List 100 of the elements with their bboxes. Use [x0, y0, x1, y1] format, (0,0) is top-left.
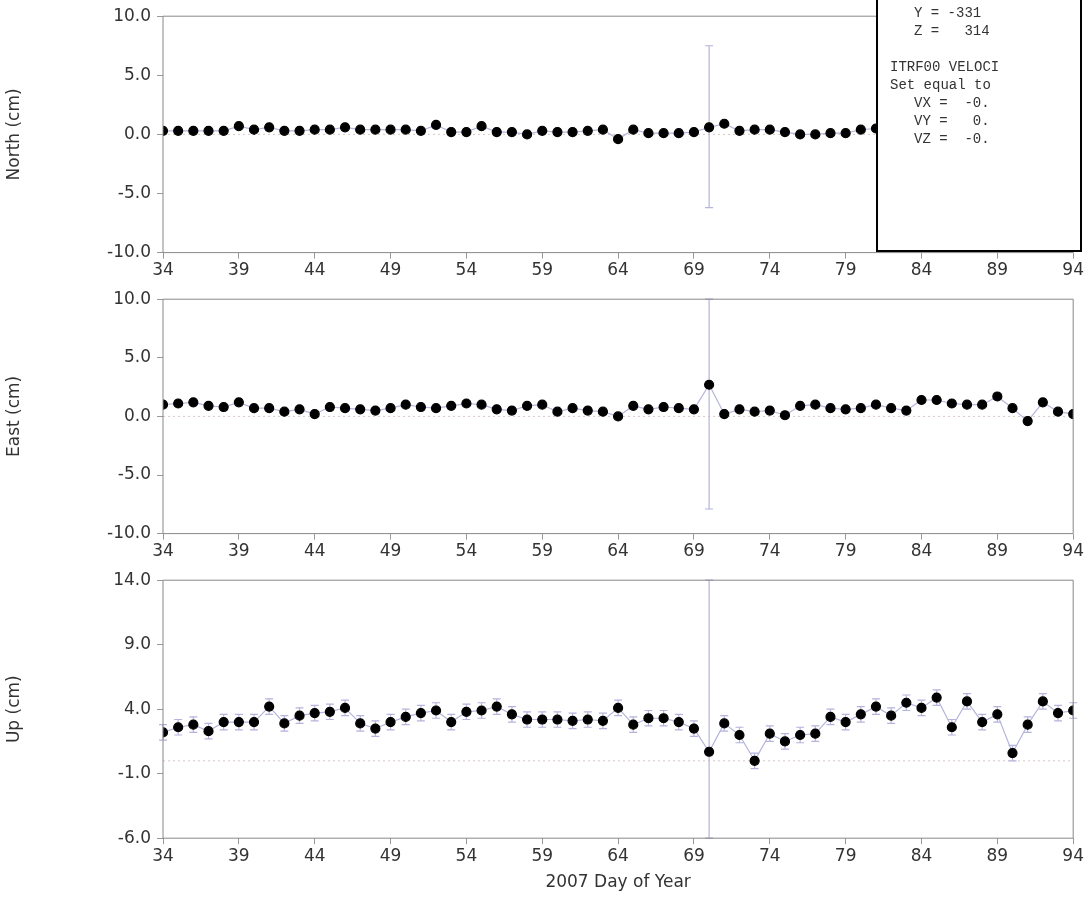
x-tick-label: 64 — [607, 259, 629, 280]
point — [355, 124, 366, 135]
y-tick-label: -10.0 — [107, 241, 151, 262]
point — [476, 121, 487, 132]
x-tick-label: 84 — [910, 844, 933, 865]
y-tick-label: 0.0 — [123, 122, 151, 143]
point — [855, 124, 866, 135]
x-tick-label: 39 — [228, 259, 250, 280]
point — [779, 126, 791, 138]
point — [552, 126, 563, 138]
x-tick-label: 94 — [1062, 540, 1084, 561]
annotation: Set equal to — [890, 76, 992, 94]
y-tick-label: 14.0 — [113, 568, 151, 589]
point — [719, 118, 730, 129]
x-tick-label: 44 — [303, 540, 326, 561]
x-tick-label: 44 — [303, 259, 326, 280]
y-axis-title: North (cm) — [2, 88, 23, 181]
x-tick-label: 34 — [152, 259, 174, 280]
y-tick-label: -1.0 — [117, 762, 151, 783]
x-tick-label: 74 — [758, 259, 781, 280]
point — [248, 124, 260, 135]
point — [704, 122, 715, 133]
x-tick-label: 54 — [455, 844, 478, 865]
point — [825, 128, 836, 139]
point — [506, 126, 517, 138]
point — [628, 124, 639, 135]
point — [218, 125, 229, 136]
annotation: Z = 314 — [913, 22, 991, 40]
x-tick-label: 34 — [152, 540, 174, 561]
point — [430, 119, 442, 131]
x-tick-label: 49 — [379, 540, 402, 561]
y-tick-label: 5.0 — [123, 63, 151, 84]
x-tick-label: 54 — [455, 540, 478, 561]
x-tick-label: 94 — [1062, 259, 1084, 280]
x-tick-label: 79 — [834, 259, 857, 280]
point — [324, 124, 335, 135]
point — [446, 126, 457, 138]
point — [385, 124, 396, 135]
y-tick-label: 5.0 — [123, 346, 151, 367]
point — [203, 125, 214, 136]
annotation: VZ = -0. — [913, 130, 991, 148]
y-tick-label: -6.0 — [117, 826, 151, 847]
y-axis-title: East (cm) — [2, 375, 23, 458]
x-tick-label: 69 — [683, 540, 705, 561]
x-tick-label: 94 — [1062, 844, 1084, 865]
x-tick-label: 74 — [758, 844, 781, 865]
annotation: ITRF00 VELOCI — [890, 58, 1001, 76]
y-tick-label: 10.0 — [113, 287, 151, 308]
point — [840, 128, 851, 139]
x-tick-label: 64 — [607, 844, 629, 865]
x-tick-label: 89 — [986, 259, 1009, 280]
point — [370, 124, 381, 135]
x-tick-label: 89 — [986, 844, 1009, 865]
point — [673, 128, 684, 139]
point — [491, 126, 502, 138]
x-tick-label: 49 — [379, 844, 402, 865]
point — [658, 128, 669, 139]
point — [612, 134, 624, 145]
point — [188, 125, 199, 136]
point — [173, 125, 184, 136]
x-tick-label: 44 — [303, 844, 326, 865]
x-tick-label: 84 — [910, 540, 933, 561]
point — [597, 124, 609, 135]
point — [688, 126, 700, 138]
x-tick-label: 39 — [228, 844, 250, 865]
annotation: Y = -331 — [913, 4, 983, 22]
y-tick-label: 10.0 — [113, 4, 151, 25]
point — [294, 125, 305, 136]
point — [582, 125, 593, 136]
x-tick-label: 39 — [228, 540, 250, 561]
point — [521, 129, 533, 140]
x-tick-label: 64 — [607, 540, 629, 561]
x-tick-label: 69 — [683, 259, 705, 280]
point — [810, 129, 821, 140]
annotation: VY = 0. — [913, 112, 991, 130]
point — [537, 125, 548, 136]
point — [643, 128, 654, 139]
y-tick-label: -5.0 — [117, 181, 151, 202]
x-axis-title: 2007 Day of Year — [545, 871, 691, 892]
x-tick-label: 59 — [531, 844, 554, 865]
x-tick-label: 84 — [910, 259, 933, 280]
y-tick-label: 0.0 — [123, 404, 151, 425]
x-tick-label: 59 — [531, 259, 554, 280]
x-tick-label: 89 — [986, 540, 1009, 561]
x-tick-label: 74 — [758, 540, 781, 561]
x-tick-label: 54 — [455, 259, 478, 280]
point — [279, 125, 290, 136]
y-tick-label: -5.0 — [117, 463, 151, 484]
point — [339, 122, 351, 133]
point — [400, 124, 411, 135]
point — [795, 129, 806, 140]
x-tick-label: 79 — [834, 540, 857, 561]
point — [264, 122, 275, 133]
x-tick-label: 49 — [379, 259, 402, 280]
point — [233, 121, 244, 132]
y-tick-label: 4.0 — [123, 697, 151, 718]
y-tick-label: -10.0 — [107, 522, 151, 543]
point — [309, 124, 320, 135]
point — [567, 126, 578, 138]
x-tick-label: 79 — [834, 844, 857, 865]
